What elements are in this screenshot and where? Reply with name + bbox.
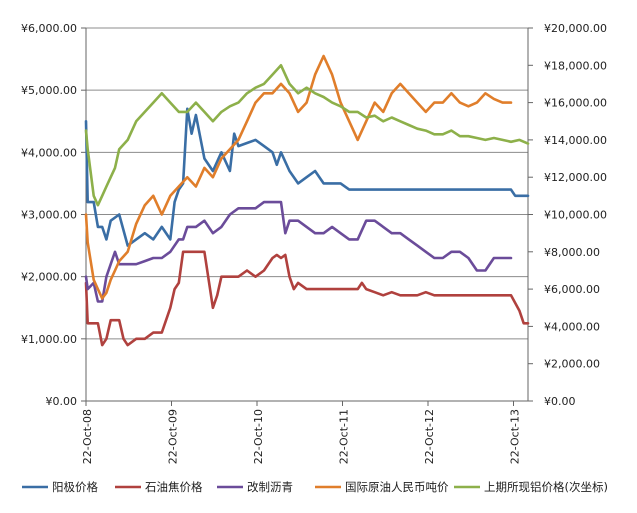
y-left-tick-label: ¥6,000.00 [21,22,77,35]
legend-label-2: 石油焦价格 [145,480,203,494]
y-left-tick-label: ¥1,000.00 [21,333,77,346]
x-tick-label: 22-Oct-12 [423,409,436,464]
x-tick-label: 22-Oct-11 [338,409,351,464]
y-right-tick-label: ¥0.00 [544,395,576,408]
x-tick-label: 22-Oct-10 [252,409,265,464]
y-right-tick-label: ¥6,000.00 [544,283,600,296]
y-right-tick-label: ¥14,000.00 [544,134,607,147]
y-right-tick-label: ¥16,000.00 [544,97,607,110]
y-right-tick-label: ¥2,000.00 [544,358,600,371]
y-right-tick-label: ¥10,000.00 [544,209,607,222]
y-left-tick-label: ¥2,000.00 [21,271,77,284]
series-line-2 [84,250,530,347]
y-right-tick-label: ¥8,000.00 [544,246,600,259]
x-tick-label: 22-Oct-13 [509,409,522,464]
y-right-tick-label: ¥18,000.00 [544,59,607,72]
x-tick-label: 22-Oct-09 [167,409,180,464]
legend-label-1: 阳极价格 [52,480,98,494]
legend-label-4: 国际原油人民币吨价 [345,480,449,494]
y-left-tick-label: ¥0.00 [46,395,78,408]
y-left-tick-label: ¥5,000.00 [21,84,77,97]
series-line-3 [84,200,513,303]
y-right-tick-label: ¥4,000.00 [544,320,600,333]
series-line-1 [84,107,530,247]
y-left-tick-label: ¥3,000.00 [21,209,77,222]
y-left-tick-label: ¥4,000.00 [21,146,77,159]
legend-label-5: 上期所现铝价格(次坐标) [484,480,608,494]
y-right-tick-label: ¥20,000.00 [544,22,607,35]
x-tick-label: 22-Oct-08 [81,409,94,464]
series-line-4 [84,54,513,300]
y-right-tick-label: ¥12,000.00 [544,171,607,184]
legend-label-3: 改制沥青 [247,480,293,494]
series-line-5 [84,64,530,207]
